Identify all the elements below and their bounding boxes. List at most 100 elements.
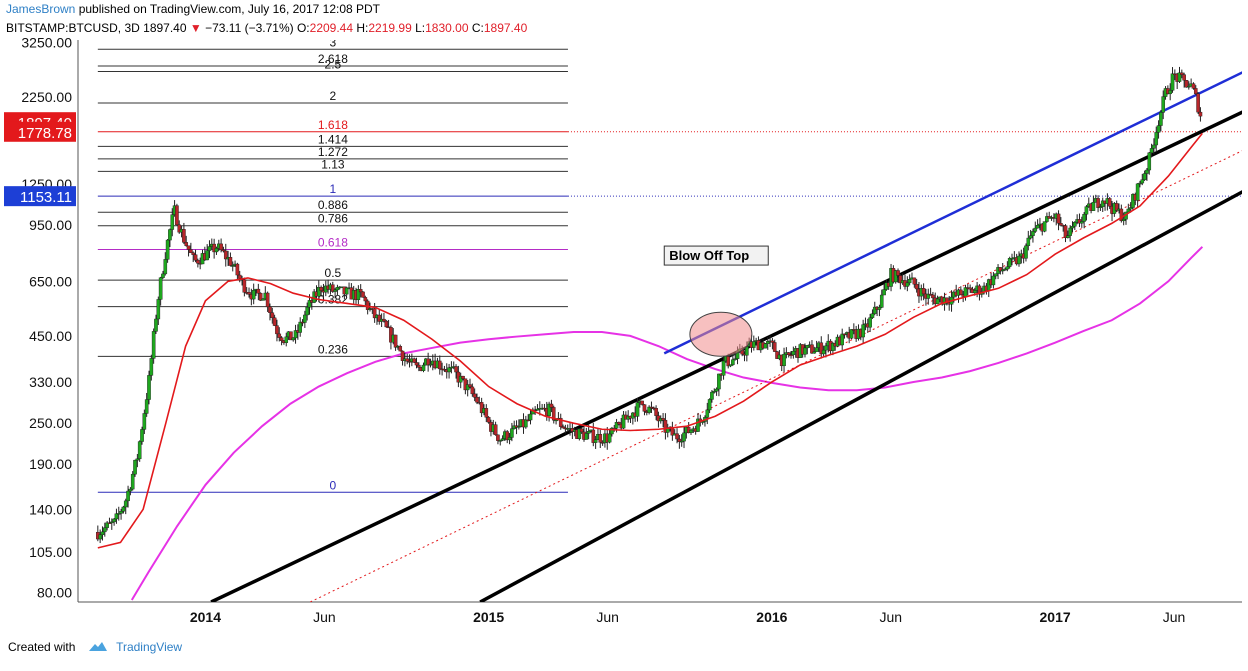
candle-body-124 (384, 320, 389, 328)
candle-body-407 (1042, 221, 1047, 232)
change-arrow-icon: ▼ (189, 21, 202, 35)
candle-body-249 (675, 433, 679, 440)
candle-body-309 (814, 347, 819, 352)
candle-body-84 (291, 337, 296, 341)
y-tick-label-10: 105.00 (29, 544, 72, 560)
candle-body-334 (872, 306, 877, 314)
author-link[interactable]: JamesBrown (6, 2, 76, 16)
open-label: O: (296, 21, 310, 35)
candle-body-177 (507, 437, 512, 441)
candle-body-431 (1098, 206, 1103, 208)
candle-body-348 (905, 282, 910, 287)
candle-body-32 (170, 214, 175, 230)
candle-body-264 (710, 391, 714, 400)
candle-body-95 (317, 287, 321, 297)
candle-body-91 (307, 300, 312, 308)
candle-body-408 (1045, 216, 1049, 222)
candle-body-128 (393, 334, 398, 348)
candle-body-295 (782, 353, 786, 367)
candle-body-18 (137, 441, 142, 460)
channel-mid-line (310, 150, 1242, 602)
candle-body-200 (561, 426, 565, 429)
candle-body-338 (882, 289, 886, 296)
candle-body-273 (731, 359, 735, 365)
candle-body-352 (914, 283, 919, 290)
high-value: 2219.99 (368, 21, 412, 35)
close-label: C: (471, 21, 484, 35)
candle-body-101 (330, 284, 335, 292)
tradingview-link[interactable]: TradingView (116, 640, 183, 654)
candle-body-454 (1152, 144, 1156, 149)
published-text: published on TradingView.com, July 16, 2… (78, 2, 381, 16)
candle-body-77 (275, 325, 279, 335)
candle-body-58 (230, 265, 235, 267)
candle-body-81 (284, 336, 289, 343)
candle-body-349 (907, 279, 912, 284)
candle-body-50 (212, 243, 216, 253)
candle-body-351 (912, 277, 917, 285)
candle-body-243 (661, 418, 665, 421)
price-tag-level: 1153.11 (20, 189, 72, 206)
candle-body-316 (831, 342, 835, 351)
y-tick-label-6: 330.00 (29, 374, 72, 390)
candle-body-251 (679, 440, 684, 443)
candle-body-107 (344, 287, 349, 295)
candle-body-274 (733, 358, 737, 360)
candle-body-172 (496, 434, 500, 441)
candle-body-19 (140, 429, 144, 442)
candle-body-168 (486, 417, 491, 423)
candle-body-71 (261, 298, 265, 301)
candle-body-121 (377, 314, 382, 322)
candle-body-255 (689, 429, 693, 433)
close-value: 1897.40 (483, 21, 528, 35)
footer: Created with TradingView (8, 640, 182, 654)
candle-body-424 (1082, 214, 1086, 222)
candle-body-159 (465, 384, 470, 391)
candle-body-10 (119, 511, 123, 514)
candle-body-154 (454, 366, 458, 373)
candle-body-137 (414, 362, 419, 366)
candle-body-237 (647, 406, 651, 413)
candle-body-126 (389, 327, 393, 343)
candle-body-48 (207, 246, 212, 251)
high-label: H: (356, 21, 369, 35)
change-value: −73.11 (−3.71%) (205, 21, 294, 35)
candle-body-313 (824, 345, 828, 351)
price-tag-bg-fib (4, 121, 76, 142)
candle-body-63 (242, 279, 247, 293)
candle-body-147 (437, 360, 442, 370)
candle-body-234 (640, 400, 644, 405)
candle-body-195 (549, 403, 554, 408)
x-tick-label-1: Jun (313, 609, 336, 625)
price-tag-fib: 1778.78 (18, 125, 72, 142)
candle-body-75 (270, 312, 275, 319)
candle-body-418 (1068, 227, 1072, 236)
x-tick-label-7: Jun (1163, 609, 1186, 625)
fib-label-11: 0.618 (318, 236, 348, 250)
candle-body-287 (763, 343, 768, 349)
header-line-2: BITSTAMP:BTCUSD, 3D 1897.40 ▼ −73.11 (−3… (6, 21, 527, 35)
candle-body-456 (1156, 125, 1161, 133)
candle-body-471 (1191, 83, 1196, 89)
candle-body-85 (293, 330, 298, 339)
candle-body-130 (398, 346, 403, 352)
candle-body-22 (147, 375, 151, 400)
candle-body-250 (677, 438, 682, 442)
candle-body-321 (842, 333, 847, 336)
candle-body-96 (319, 287, 323, 291)
candle-body-20 (142, 413, 147, 430)
candle-body-359 (931, 294, 935, 299)
candle-body-423 (1079, 221, 1084, 224)
candle-body-9 (116, 513, 121, 515)
candle-body-3 (103, 527, 107, 533)
candle-body-213 (591, 429, 596, 443)
candle-body-396 (1017, 255, 1021, 265)
candle-body-60 (235, 263, 240, 276)
candle-body-299 (791, 351, 796, 356)
candle-body-392 (1007, 258, 1012, 267)
fib-label-5: 1.414 (318, 132, 348, 146)
candle-body-391 (1005, 266, 1010, 270)
